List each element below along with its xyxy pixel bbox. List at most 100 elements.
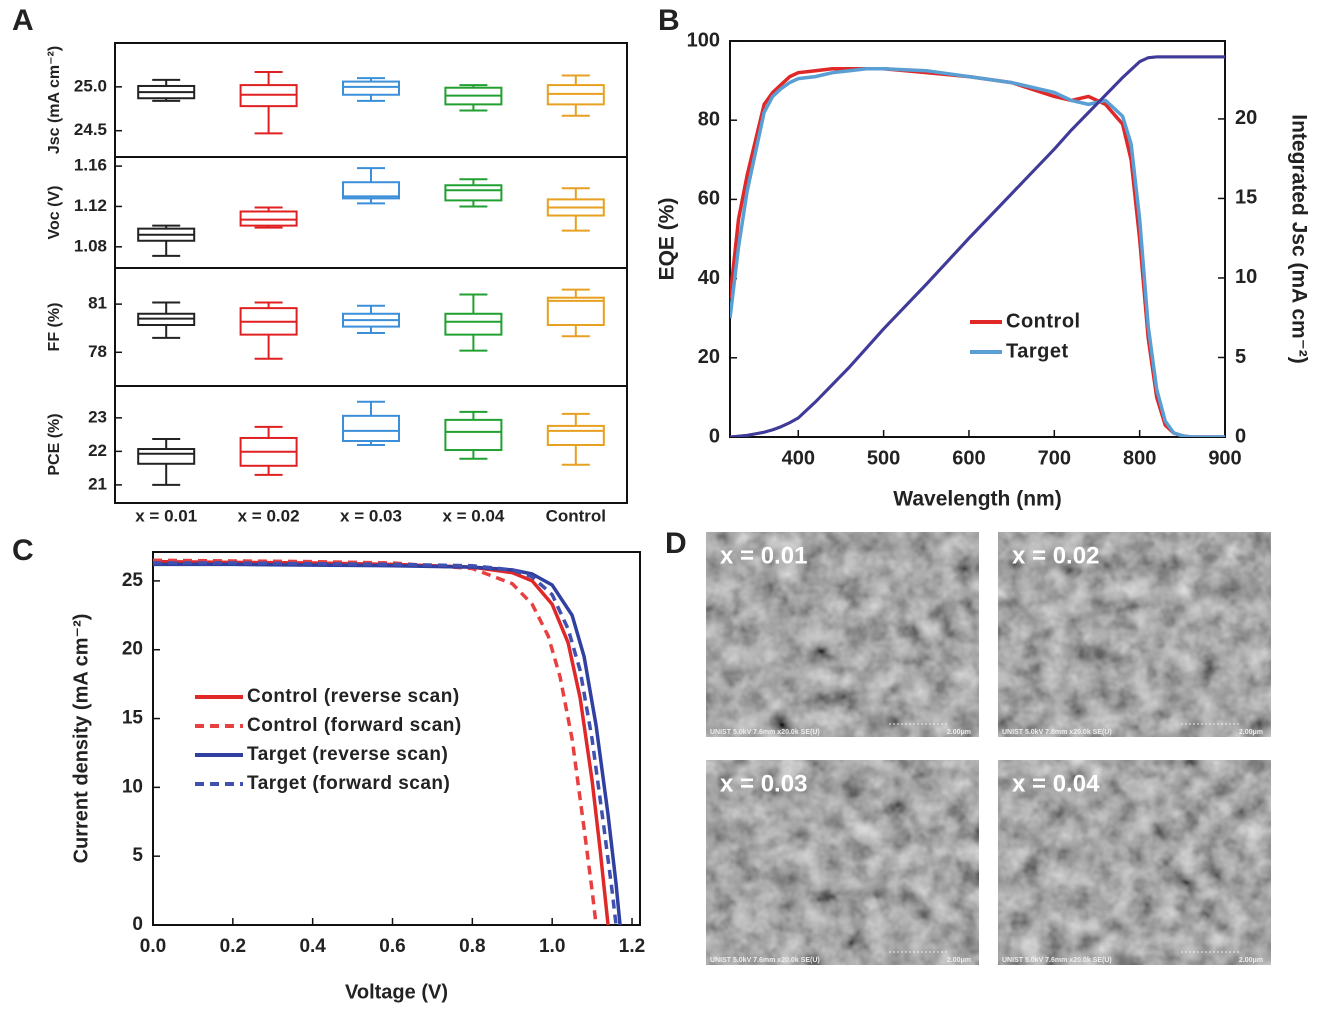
scale-label: 2.00μm [947,957,971,964]
legend-label: Control [1006,310,1081,332]
x-tick-label: 0.8 [459,936,485,957]
sem-image [998,760,1271,965]
panel-label: A [12,4,34,37]
sem-image [998,532,1271,737]
x-tick-label: x = 0.04 [442,506,504,525]
image-label: x = 0.04 [1012,770,1100,797]
panel-label: B [658,4,680,37]
y-axis-label: EQE (%) [656,198,679,281]
y-tick-label: 78 [88,342,107,361]
x-tick-label: 800 [1123,447,1156,469]
legend-label: Target (reverse scan) [247,744,448,765]
plot-frame [114,385,628,504]
box [342,80,400,96]
y-tick-label: 21 [88,474,107,493]
scale-label: 2.00μm [1239,957,1263,964]
y2-tick-label: 15 [1235,187,1257,209]
x-tick-label: 1.2 [619,936,645,957]
scale-label: 2.00μm [1239,729,1263,736]
box [444,418,503,452]
y2-tick-label: 5 [1235,346,1246,368]
x-tick-label: Control [546,506,606,525]
x-tick-label: 400 [782,447,815,469]
image-info: UNIST 5.0kV 7.8mm x20.0k SE(U) [1002,729,1112,736]
x-tick-label: 0.4 [299,936,326,957]
box [137,448,196,465]
box [342,414,400,442]
legend-label: Control (forward scan) [247,715,462,736]
image-label: x = 0.03 [720,770,807,797]
y-axis-label: Current density (mA cm⁻²) [70,614,92,864]
x-tick-label: 700 [1038,447,1071,469]
x-tick-label: 0.2 [220,936,246,957]
y-axis-label: Jsc (mA cm⁻²) [46,46,63,154]
image-info: UNIST 5.0kV 7.6mm x20.0k SE(U) [710,957,820,964]
y-tick-label: 10 [122,776,143,797]
box [444,312,503,336]
y-axis-label: Voc (V) [46,186,63,240]
image-label: x = 0.02 [1012,542,1099,569]
y2-tick-label: 20 [1235,107,1257,129]
sem-image [706,532,979,737]
x-tick-label: 0.0 [140,936,166,957]
y-tick-label: 100 [687,29,720,51]
box [444,184,503,202]
box [546,296,605,326]
x-axis-label: Wavelength (nm) [893,488,1061,511]
y-tick-label: 81 [88,294,107,313]
legend-label: Target [1006,340,1069,362]
y-tick-label: 0 [132,914,143,935]
y-tick-label: 24.5 [74,120,107,139]
y-tick-label: 0 [709,425,720,447]
y-tick-label: 60 [698,188,720,210]
image-info: UNIST 5.0kV 7.6mm x20.0k SE(U) [1002,957,1112,964]
y2-axis-label: Integrated Jsc (mA cm⁻²) [1287,114,1310,364]
y-tick-label: 5 [132,845,143,866]
box [342,181,400,200]
series-line [153,559,610,925]
x-tick-label: 900 [1208,447,1241,469]
x-tick-label: 600 [952,447,985,469]
x-tick-label: x = 0.02 [238,506,300,525]
legend-label: Control (reverse scan) [247,686,460,707]
panel-label: D [665,527,687,560]
sem-image [706,760,979,965]
image-info: UNIST 5.0kV 7.6mm x20.0k SE(U) [710,729,820,736]
legend-label: Target (forward scan) [247,773,450,794]
y2-tick-label: 10 [1235,266,1257,288]
plot-frame [152,551,641,926]
plot-frame [729,40,1226,438]
y-tick-label: 80 [698,108,720,130]
image-label: x = 0.01 [720,542,807,569]
y-axis-label: FF (%) [46,303,63,352]
y-tick-label: 25 [122,570,144,591]
series-line [730,66,1225,437]
y-tick-label: 15 [122,708,144,729]
scale-label: 2.00μm [947,729,971,736]
y-axis-label: PCE (%) [46,413,63,475]
x-axis-label: Voltage (V) [345,981,448,1003]
box [239,210,298,227]
x-tick-label: 500 [867,447,900,469]
x-tick-label: x = 0.03 [340,506,402,525]
y-tick-label: 23 [88,407,107,426]
series-line [730,55,1225,437]
panel-label: C [12,534,34,567]
y-tick-label: 40 [698,267,720,289]
y-tick-label: 22 [88,441,107,460]
x-tick-label: 1.0 [539,936,565,957]
y-tick-label: 20 [698,346,720,368]
series-line [153,561,618,925]
y2-tick-label: 0 [1235,425,1246,447]
x-tick-label: x = 0.01 [135,506,197,525]
series-line [730,66,1225,437]
box [546,424,605,447]
series-line [153,558,598,925]
y-tick-label: 25.0 [74,76,107,95]
series-line [730,55,1225,437]
y-tick-label: 1.16 [74,156,107,175]
x-tick-label: 0.6 [379,936,405,957]
y-tick-label: 1.12 [74,196,107,215]
